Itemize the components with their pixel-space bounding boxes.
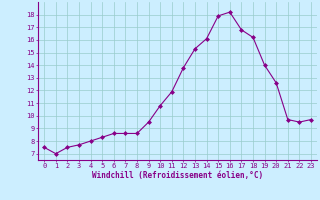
X-axis label: Windchill (Refroidissement éolien,°C): Windchill (Refroidissement éolien,°C) [92,171,263,180]
